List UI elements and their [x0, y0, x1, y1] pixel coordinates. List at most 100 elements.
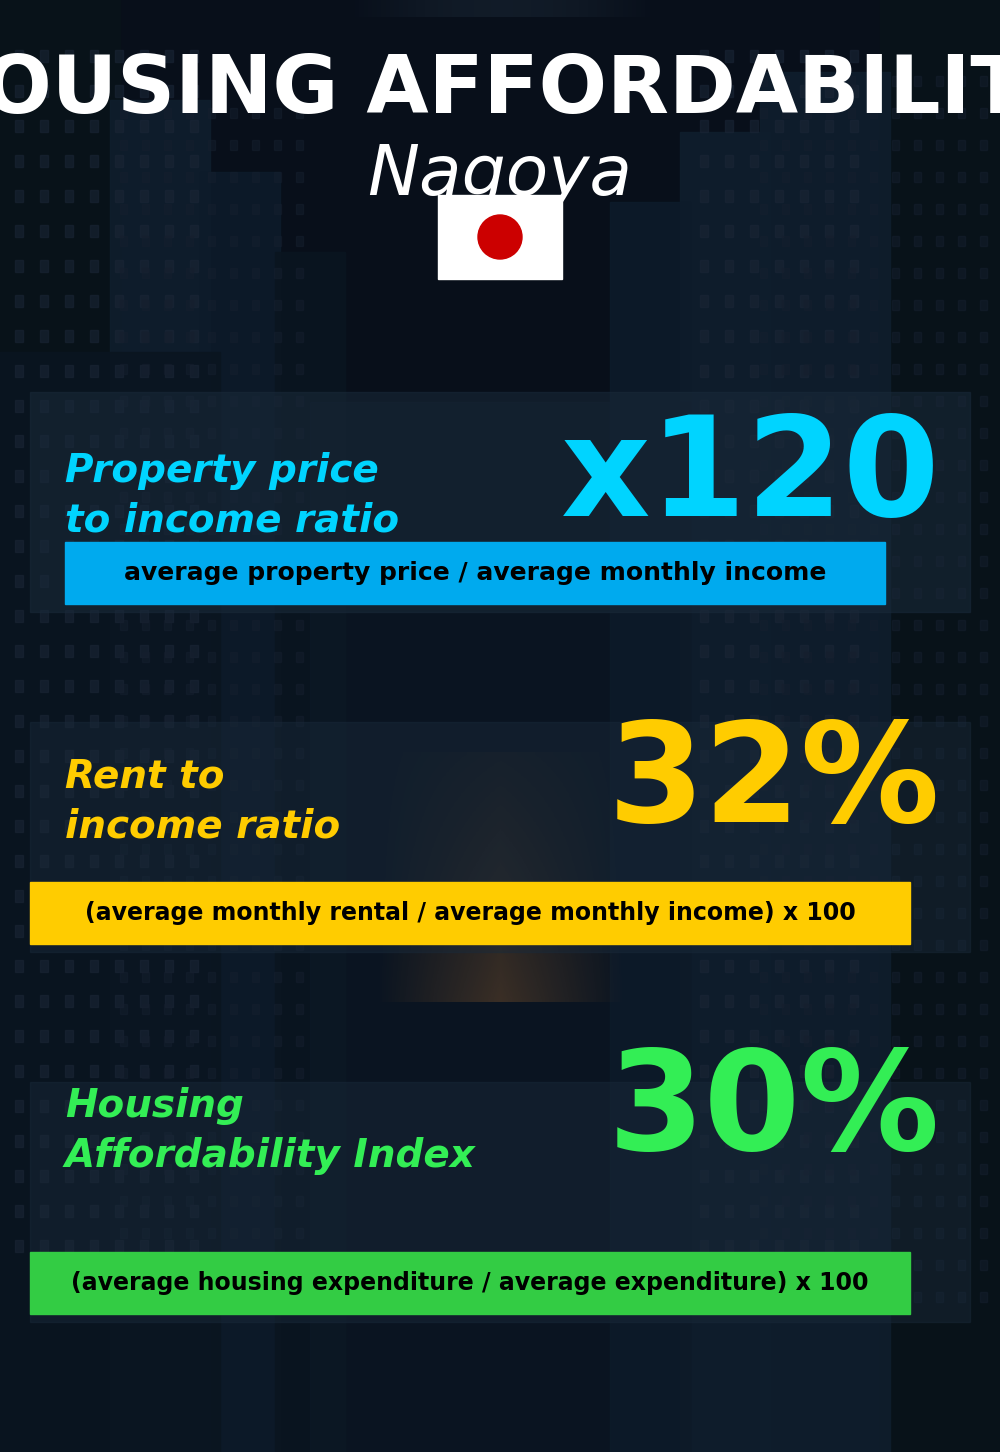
Bar — [775, 260, 783, 272]
Bar — [230, 1003, 237, 1013]
Bar — [760, 203, 767, 213]
Bar — [848, 1133, 855, 1143]
Bar — [190, 925, 198, 937]
Bar — [186, 748, 193, 758]
Bar — [800, 1029, 808, 1043]
Bar — [274, 748, 281, 758]
Bar — [142, 812, 149, 822]
Bar — [892, 396, 899, 407]
Bar — [140, 295, 148, 306]
Bar — [800, 890, 808, 902]
Bar — [700, 1205, 708, 1217]
Bar — [230, 428, 237, 439]
Bar — [252, 1292, 259, 1302]
Bar — [190, 995, 198, 1008]
Bar — [120, 812, 127, 822]
Bar — [40, 436, 48, 447]
Bar — [804, 1003, 811, 1013]
Bar — [296, 716, 303, 726]
Bar — [782, 780, 789, 790]
Bar — [165, 714, 173, 727]
Bar — [760, 171, 767, 182]
Bar — [140, 225, 148, 237]
Bar — [40, 575, 48, 587]
Bar — [725, 260, 733, 272]
Bar — [142, 428, 149, 439]
Bar — [782, 1292, 789, 1302]
Bar — [165, 295, 173, 306]
Bar — [760, 237, 767, 245]
Bar — [296, 876, 303, 886]
Bar — [252, 269, 259, 277]
Bar — [15, 786, 23, 797]
Bar — [804, 1292, 811, 1302]
Bar — [958, 844, 965, 854]
Bar — [775, 645, 783, 656]
Bar — [725, 855, 733, 867]
Bar — [958, 971, 965, 982]
Bar — [826, 620, 833, 630]
Bar — [826, 203, 833, 213]
Bar — [186, 716, 193, 726]
Bar — [164, 1101, 171, 1109]
Bar — [848, 524, 855, 534]
Bar — [230, 524, 237, 534]
Bar — [892, 556, 899, 566]
Bar — [760, 139, 767, 150]
Bar — [760, 939, 767, 950]
Bar — [775, 330, 783, 343]
Bar — [40, 470, 48, 482]
Bar — [90, 86, 98, 97]
Bar — [115, 190, 123, 202]
Bar — [65, 1101, 73, 1112]
Bar — [115, 890, 123, 902]
Bar — [800, 121, 808, 132]
Bar — [252, 237, 259, 245]
Bar — [165, 1101, 173, 1112]
Bar — [825, 540, 833, 552]
Bar — [700, 260, 708, 272]
Text: x120: x120 — [560, 409, 940, 544]
Bar — [700, 645, 708, 656]
Bar — [750, 540, 758, 552]
Bar — [65, 1135, 73, 1147]
Bar — [775, 1135, 783, 1147]
Bar — [892, 492, 899, 502]
Bar — [186, 1069, 193, 1077]
Bar — [40, 995, 48, 1008]
Bar — [750, 786, 758, 797]
Bar — [870, 939, 877, 950]
Bar — [848, 812, 855, 822]
Bar — [208, 652, 215, 662]
Bar — [958, 812, 965, 822]
Bar — [848, 939, 855, 950]
Bar — [936, 171, 943, 182]
Bar — [782, 971, 789, 982]
Bar — [804, 237, 811, 245]
Bar — [208, 716, 215, 726]
Bar — [826, 939, 833, 950]
Bar — [190, 190, 198, 202]
Bar — [120, 171, 127, 182]
Bar — [782, 139, 789, 150]
Bar — [186, 301, 193, 309]
Bar — [115, 155, 123, 167]
Bar — [65, 786, 73, 797]
Bar — [190, 540, 198, 552]
Bar — [870, 269, 877, 277]
Bar — [850, 399, 858, 412]
Bar — [186, 139, 193, 150]
Bar — [958, 684, 965, 694]
Bar — [958, 1133, 965, 1143]
Bar — [750, 399, 758, 412]
Bar — [140, 505, 148, 517]
Bar — [186, 556, 193, 566]
Bar — [700, 855, 708, 867]
Bar — [90, 1170, 98, 1182]
Bar — [800, 505, 808, 517]
Bar — [65, 1029, 73, 1043]
Bar — [804, 844, 811, 854]
Bar — [850, 295, 858, 306]
Bar — [700, 820, 708, 832]
Bar — [958, 492, 965, 502]
